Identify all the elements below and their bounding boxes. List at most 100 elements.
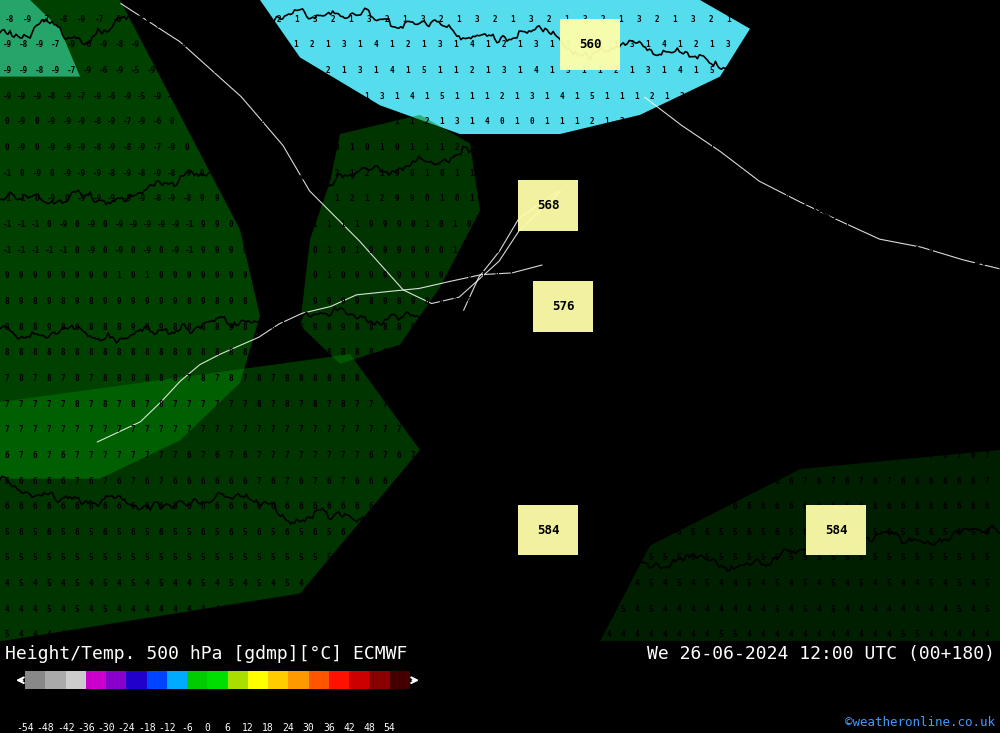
Text: 3: 3 — [438, 40, 442, 49]
Text: 1: 1 — [785, 143, 789, 152]
Text: 4: 4 — [607, 605, 611, 614]
Text: 1: 1 — [326, 40, 330, 49]
Text: 3: 3 — [530, 92, 534, 100]
Text: 4: 4 — [985, 630, 989, 639]
Text: 0: 0 — [455, 194, 459, 203]
Text: 5: 5 — [761, 553, 765, 562]
Text: 0: 0 — [575, 143, 579, 152]
Text: 1: 1 — [918, 66, 922, 75]
Text: 8: 8 — [565, 323, 569, 331]
Text: 8: 8 — [327, 348, 331, 357]
Text: 1: 1 — [680, 194, 684, 203]
Text: 6: 6 — [145, 476, 149, 485]
Text: 4: 4 — [374, 40, 378, 49]
Text: 8: 8 — [873, 374, 877, 383]
Text: 1: 1 — [673, 15, 677, 23]
Text: 7: 7 — [341, 476, 345, 485]
Text: 7: 7 — [495, 425, 499, 434]
Text: 1: 1 — [966, 40, 970, 49]
Text: 2: 2 — [214, 40, 218, 49]
Text: 7: 7 — [565, 425, 569, 434]
Text: 9: 9 — [395, 169, 399, 177]
Text: 9: 9 — [397, 246, 401, 254]
Text: 0: 0 — [35, 194, 39, 203]
Text: 1: 1 — [509, 271, 513, 280]
Text: 1: 1 — [117, 271, 121, 280]
Text: -9: -9 — [167, 92, 177, 100]
Text: 2: 2 — [950, 169, 954, 177]
Text: 7: 7 — [341, 425, 345, 434]
Text: 9: 9 — [775, 323, 779, 331]
Text: 7: 7 — [537, 425, 541, 434]
Text: 6: 6 — [537, 476, 541, 485]
Text: 7: 7 — [355, 451, 359, 460]
Text: 3: 3 — [918, 40, 922, 49]
Text: 4: 4 — [915, 605, 919, 614]
Text: 2: 2 — [979, 15, 983, 23]
Text: 1: 1 — [875, 169, 879, 177]
Text: 7: 7 — [551, 399, 555, 408]
Text: 9: 9 — [649, 297, 653, 306]
Text: 0: 0 — [845, 194, 849, 203]
Text: 5: 5 — [47, 579, 51, 588]
Text: 1: 1 — [873, 271, 877, 280]
Text: 4: 4 — [663, 630, 667, 639]
Text: 6: 6 — [929, 502, 933, 511]
Text: 8: 8 — [313, 374, 317, 383]
Text: 0: 0 — [530, 117, 534, 126]
Text: 9: 9 — [299, 297, 303, 306]
Text: 9: 9 — [537, 297, 541, 306]
Text: 1: 1 — [663, 220, 667, 229]
Text: 4: 4 — [246, 66, 250, 75]
Text: -9: -9 — [58, 220, 68, 229]
Text: -9: -9 — [107, 143, 117, 152]
Text: 4: 4 — [929, 630, 933, 639]
Text: 30: 30 — [303, 723, 314, 733]
Text: 7: 7 — [215, 425, 219, 434]
Text: 5: 5 — [75, 605, 79, 614]
Text: 5: 5 — [621, 579, 625, 588]
Text: 2: 2 — [755, 169, 759, 177]
Text: 9: 9 — [831, 297, 835, 306]
Text: 7: 7 — [425, 399, 429, 408]
Text: -9: -9 — [184, 15, 194, 23]
Text: 0: 0 — [859, 271, 863, 280]
Text: 9: 9 — [395, 194, 399, 203]
Text: 4: 4 — [854, 40, 858, 49]
Text: 4: 4 — [662, 40, 666, 49]
Text: 7: 7 — [299, 451, 303, 460]
Text: 8: 8 — [663, 323, 667, 331]
Text: 9: 9 — [495, 323, 499, 331]
Text: 6: 6 — [383, 476, 387, 485]
Text: 4: 4 — [551, 579, 555, 588]
Text: 5: 5 — [355, 528, 359, 537]
Text: 7: 7 — [285, 476, 289, 485]
Text: 7: 7 — [75, 476, 79, 485]
Text: -9: -9 — [51, 66, 61, 75]
Text: 1: 1 — [327, 271, 331, 280]
Text: 4: 4 — [523, 605, 527, 614]
Text: 7: 7 — [509, 451, 513, 460]
Text: 8: 8 — [425, 297, 429, 306]
Text: 9: 9 — [201, 220, 205, 229]
Text: 5: 5 — [159, 553, 163, 562]
Text: 0: 0 — [75, 246, 79, 254]
Text: 6: 6 — [61, 451, 65, 460]
Text: 7: 7 — [845, 399, 849, 408]
Text: 9: 9 — [439, 323, 443, 331]
Text: 9: 9 — [785, 169, 789, 177]
Text: 6: 6 — [663, 502, 667, 511]
Text: 2: 2 — [502, 40, 506, 49]
Text: 9: 9 — [369, 246, 373, 254]
Text: 5: 5 — [243, 528, 247, 537]
Text: 560: 560 — [579, 38, 601, 51]
Text: -8: -8 — [122, 143, 132, 152]
Text: 1: 1 — [770, 117, 774, 126]
Text: 7: 7 — [649, 451, 653, 460]
Text: 6: 6 — [243, 502, 247, 511]
Text: 4: 4 — [733, 605, 737, 614]
Text: 9: 9 — [593, 297, 597, 306]
Text: 0: 0 — [995, 169, 999, 177]
Text: 6: 6 — [495, 502, 499, 511]
Text: 0: 0 — [411, 220, 415, 229]
